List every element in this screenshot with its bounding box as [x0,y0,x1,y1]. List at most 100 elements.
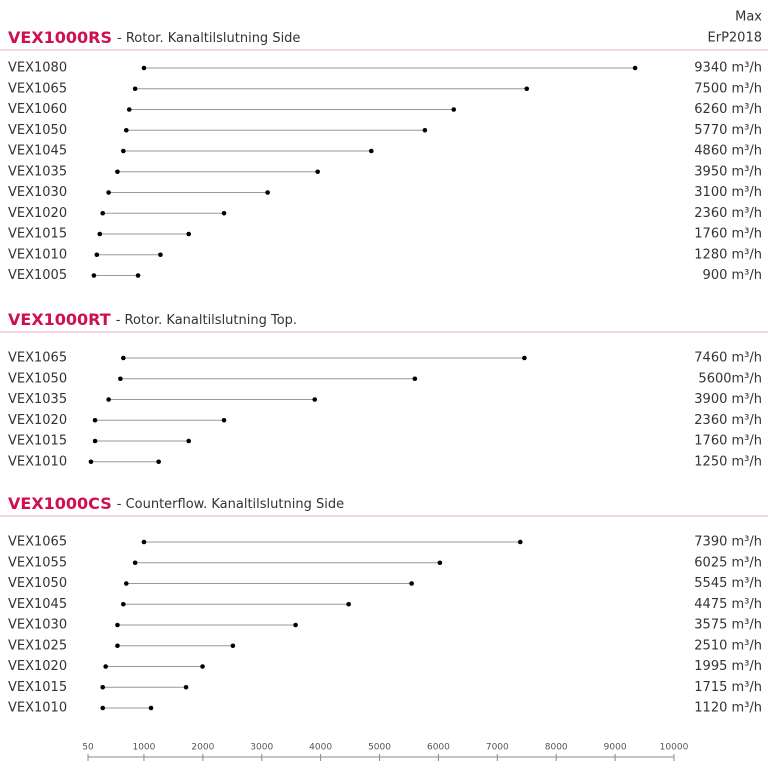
value-label: 6025 m³/h [694,555,762,570]
max-dot [135,273,141,278]
min-dot [100,705,106,711]
value-label: 3900 m³/h [694,392,762,407]
min-dot [126,107,132,112]
max-dot [158,252,163,258]
row-label: VEX1050 [8,576,67,591]
group-subtitle: - Rotor. Kanaltilslutning Top. [116,313,297,328]
min-dot [121,148,126,154]
x-tick-label: 5000 [368,743,391,753]
max-dot [422,127,428,133]
value-label: 1250 m³/h [694,454,762,469]
value-label: 9340 m³/h [694,61,762,76]
column-header: Max [735,10,762,25]
min-dot [132,560,138,566]
min-dot [141,65,147,71]
value-label: 3575 m³/h [694,618,762,633]
row-label: VEX1065 [8,535,67,550]
row-label: VEX1030 [8,618,67,633]
value-label: 2360 m³/h [694,206,762,221]
value-label: 2360 m³/h [694,413,762,428]
value-label: 7390 m³/h [694,535,762,550]
min-dot [121,601,126,607]
value-label: 1280 m³/h [694,247,762,262]
max-dot [451,107,457,112]
x-tick-label: 50 [82,743,94,753]
value-label: 1760 m³/h [694,434,762,449]
max-dot [409,581,414,586]
row-label: VEX1050 [8,371,67,386]
min-dot [106,190,111,195]
max-dot [524,86,530,92]
row-label: VEX1010 [8,247,67,262]
min-dot [123,581,129,586]
min-dot [103,664,108,669]
min-dot [97,231,103,237]
max-dot [265,190,270,195]
max-dot [522,355,527,361]
max-dot [221,417,227,423]
row-label: VEX1015 [8,680,67,695]
min-dot [141,539,147,545]
row-label: VEX1010 [8,701,67,716]
column-header: ErP2018 [708,31,762,46]
value-label: 6260 m³/h [694,102,762,117]
row-label: VEX1050 [8,123,67,138]
value-label: 4475 m³/h [694,597,762,612]
min-dot [118,376,123,382]
min-dot [92,417,98,423]
max-dot [186,231,192,237]
max-dot [517,539,523,545]
x-tick-label: 2000 [191,743,214,753]
row-label: VEX1045 [8,597,67,612]
max-dot [346,601,351,607]
row-label: VEX1055 [8,555,67,570]
max-dot [437,560,443,566]
min-dot [132,86,138,92]
value-label: 1995 m³/h [694,659,762,674]
group-name: VEX1000CS [8,494,112,513]
value-label: 1715 m³/h [694,680,762,695]
row-label: VEX1060 [8,102,67,117]
max-dot [315,169,320,175]
x-tick-label: 3000 [250,743,273,753]
max-dot [221,210,227,216]
row-label: VEX1005 [8,268,67,283]
x-tick-label: 1000 [132,743,155,753]
x-tick-label: 4000 [309,743,332,753]
max-dot [183,684,189,690]
min-dot [121,355,126,361]
min-dot [115,643,120,649]
row-label: VEX1015 [8,227,67,242]
min-dot [115,622,120,628]
value-label: 5770 m³/h [694,123,762,138]
row-label: VEX1030 [8,185,67,200]
x-tick-label: 6000 [427,743,450,753]
value-label: 3100 m³/h [694,185,762,200]
max-dot [412,376,418,382]
group-name: VEX1000RT [8,310,111,329]
value-label: 5545 m³/h [694,576,762,591]
max-dot [230,643,236,649]
max-dot [156,459,161,465]
row-label: VEX1080 [8,61,67,76]
value-label: 4860 m³/h [694,144,762,159]
group-title: VEX1000CS - Counterflow. Kanaltilslutning… [8,494,344,513]
x-tick-label: 9000 [604,743,627,753]
group-subtitle: - Rotor. Kanaltilslutning Side [117,31,300,46]
row-label: VEX1035 [8,392,67,407]
value-label: 5600m³/h [698,371,762,386]
row-label: VEX1065 [8,351,67,366]
max-dot [312,397,318,402]
max-dot [200,664,205,669]
min-dot [88,459,94,465]
value-label: 7460 m³/h [694,351,762,366]
max-dot [293,622,298,628]
value-label: 1760 m³/h [694,227,762,242]
group-title: VEX1000RS - Rotor. Kanaltilslutning Side [8,28,300,47]
min-dot [106,397,111,402]
row-label: VEX1045 [8,144,67,159]
min-dot [92,438,98,444]
min-dot [115,169,120,175]
row-label: VEX1020 [8,413,67,428]
